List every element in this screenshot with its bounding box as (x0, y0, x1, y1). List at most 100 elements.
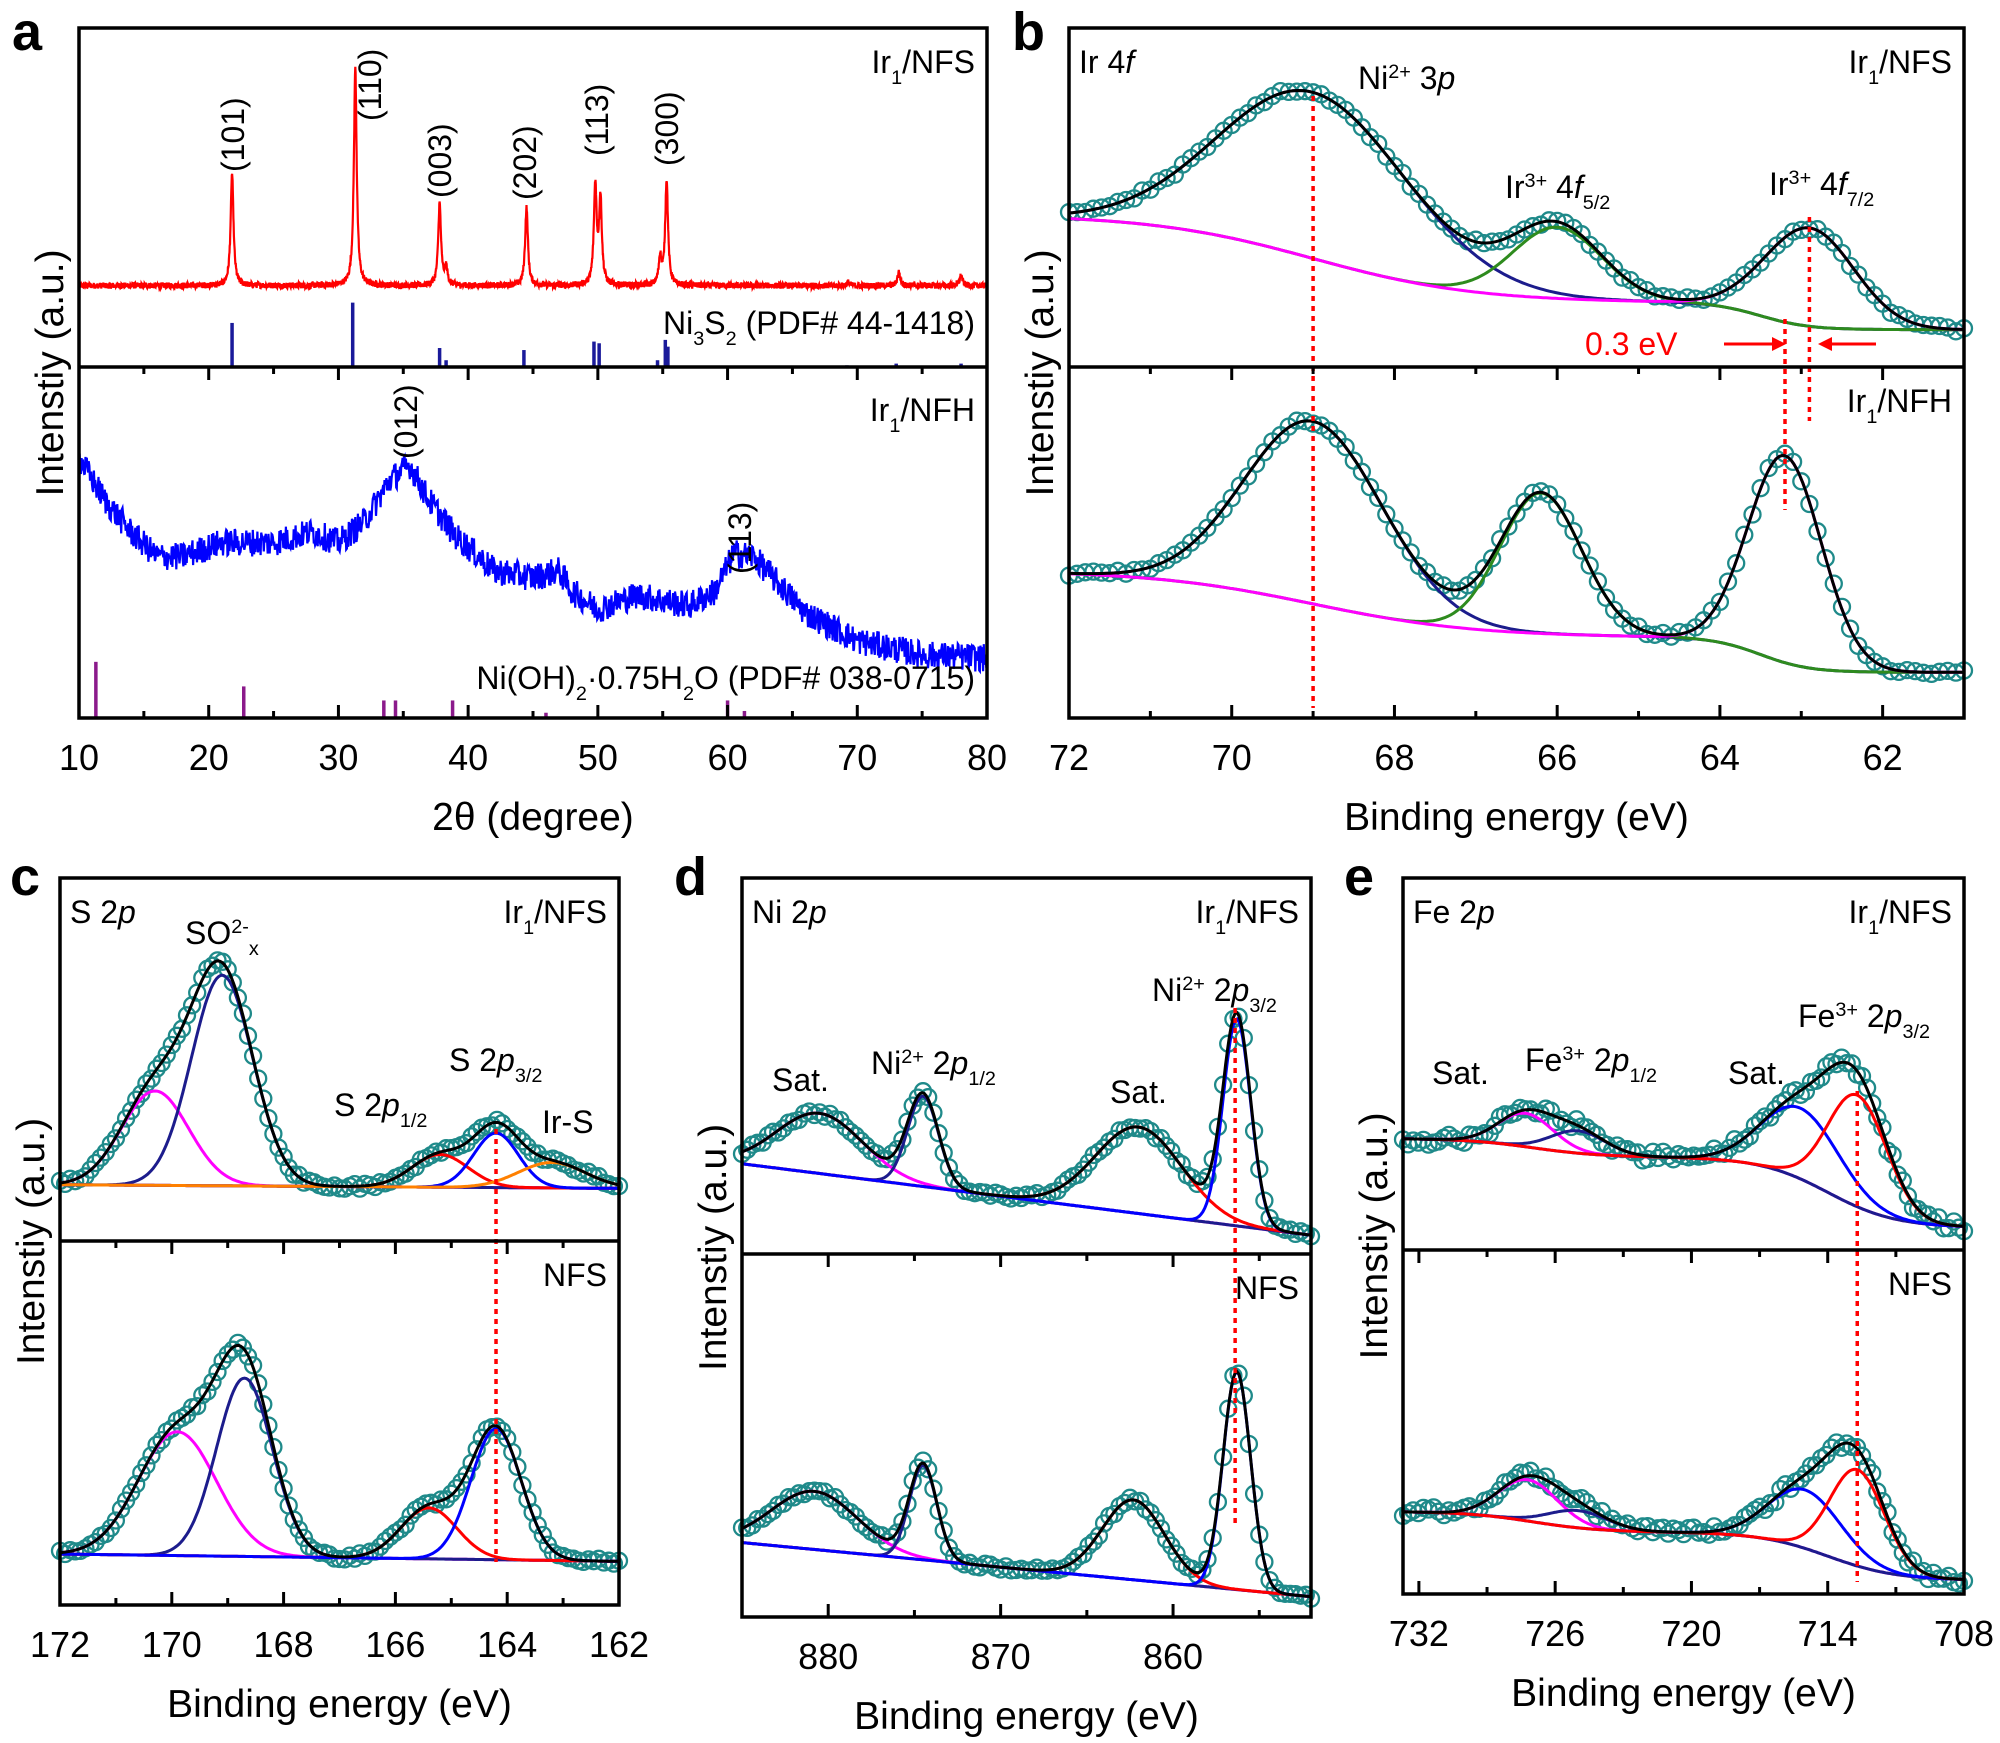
data-point (944, 1169, 964, 1189)
subplot-bottom: Ir1/NFH (1059, 383, 1974, 684)
peak-assignment-label: SO2-x (185, 915, 259, 960)
data-point (152, 1430, 171, 1450)
data-point (1162, 1141, 1181, 1161)
data-point (934, 1143, 953, 1162)
sample-label: NFS (1888, 1266, 1952, 1302)
peak-assignment-label: Ir3+ 4f5/2 (1505, 169, 1610, 214)
data-point (1177, 1557, 1197, 1577)
data-point (213, 1351, 232, 1371)
panel-letter: a (12, 2, 43, 62)
data-point (1246, 454, 1266, 474)
data-point (1808, 522, 1827, 541)
data-point (939, 1538, 959, 1557)
data-point (193, 1386, 212, 1405)
fit-envelope-line (1403, 1441, 1964, 1581)
data-point (1546, 1112, 1566, 1132)
data-point (1385, 519, 1404, 538)
data-point (147, 1059, 166, 1078)
sample-label: Ir1/NFS (1849, 894, 1952, 939)
data-point (259, 1108, 278, 1128)
data-point (1852, 1446, 1872, 1465)
x-tick-label: 166 (365, 1624, 425, 1665)
data-point (738, 1518, 757, 1538)
data-point (152, 1053, 171, 1073)
data-point (753, 1133, 772, 1152)
data-point (1409, 556, 1429, 576)
data-point (1312, 416, 1331, 435)
data-point (518, 1137, 537, 1156)
sample-label: NFS (543, 1257, 607, 1293)
data-point (1727, 554, 1746, 573)
x-tick-label: 714 (1798, 1613, 1858, 1654)
data-point (1792, 472, 1811, 491)
data-point (1745, 1116, 1765, 1135)
x-tick-label: 80 (967, 737, 1007, 778)
data-point (1556, 509, 1575, 528)
data-point (132, 1463, 151, 1483)
sample-label: Ir1/NFH (870, 392, 975, 437)
data-point (1507, 504, 1526, 523)
panel-letter: b (1012, 2, 1045, 62)
core-level-title: Ir 4f (1079, 44, 1137, 80)
data-point (1898, 1553, 1918, 1572)
peak-assignment-label: Ni2+ 3p (1358, 60, 1455, 96)
peak-assignment-label: Fe3+ 2p3/2 (1798, 998, 1930, 1043)
x-tick-label: 60 (708, 737, 748, 778)
reference-label: Ni(OH)2·0.75H2O (PDF# 038-0715) (476, 660, 975, 705)
data-point (1629, 617, 1648, 636)
data-point (1572, 541, 1591, 560)
data-point (1116, 190, 1136, 210)
data-point (1157, 550, 1176, 570)
peak-assignment-label: Ni2+ 2p1/2 (871, 1045, 996, 1090)
data-point (825, 1110, 845, 1129)
subplot-top: (101) (110) (003) (202) (113) (300) Ni3S2 (PDF… (77, 44, 988, 367)
data-point (1377, 505, 1396, 524)
data-point (1115, 1120, 1134, 1140)
data-point (1849, 636, 1868, 656)
y-axis-label: Intenstiy (a.u.) (692, 1124, 735, 1371)
data-point (162, 1035, 181, 1055)
sample-label: Ir1/NFS (872, 44, 975, 89)
peak-label: (110) (352, 49, 388, 121)
x-tick-label: 10 (59, 737, 99, 778)
data-point (91, 1148, 110, 1167)
x-tick-label: 62 (1863, 737, 1903, 778)
x-axis-label: Binding energy (eV) (1511, 1672, 1856, 1715)
data-point (784, 1488, 803, 1507)
plot-frame (1067, 26, 1966, 720)
data-point (279, 1496, 298, 1515)
panel-letter: e (1344, 847, 1374, 907)
data-point (1100, 1132, 1119, 1151)
data-point (274, 1479, 293, 1498)
data-point (503, 1124, 522, 1143)
data-point (249, 1069, 268, 1088)
x-tick-label: 50 (578, 737, 618, 778)
subplot-bottom: (012) (113) Ni(OH)2·0.75H2O (PDF# 038-0715… (77, 384, 989, 718)
peak-assignment-label: Ir3+ 4f7/2 (1769, 166, 1874, 211)
peak-assignment-label: S 2p1/2 (334, 1087, 427, 1132)
data-point (846, 1507, 865, 1526)
core-level-title: S 2p (70, 894, 136, 930)
data-point (442, 1484, 461, 1503)
x-tick-label: 30 (318, 737, 358, 778)
fit-component-line (1068, 88, 1964, 332)
data-point (841, 1122, 860, 1142)
data-point (789, 1484, 809, 1503)
data-point (1832, 597, 1852, 617)
peak-label: (012) (388, 384, 424, 459)
data-point (1621, 270, 1640, 290)
data-point (182, 996, 202, 1015)
fit-component-line (741, 1016, 1312, 1237)
data-point (1857, 278, 1876, 297)
data-point (1801, 1072, 1821, 1092)
data-point (1157, 1530, 1176, 1549)
x-axis-label: 2θ (degree) (432, 796, 634, 839)
plot-frame (740, 876, 1313, 1619)
x-tick-label: 860 (1143, 1636, 1203, 1677)
data-point (738, 1140, 757, 1159)
peak-assignment-label: Ni2+ 2p3/2 (1152, 972, 1277, 1017)
panel-e: e Ir1/NFS NFS Fe 2p Sat. Fe3+ 2p1/2 Sat. Fe3+ 2… (1344, 847, 1994, 1715)
data-point (929, 1124, 948, 1143)
data-point (513, 1476, 532, 1495)
